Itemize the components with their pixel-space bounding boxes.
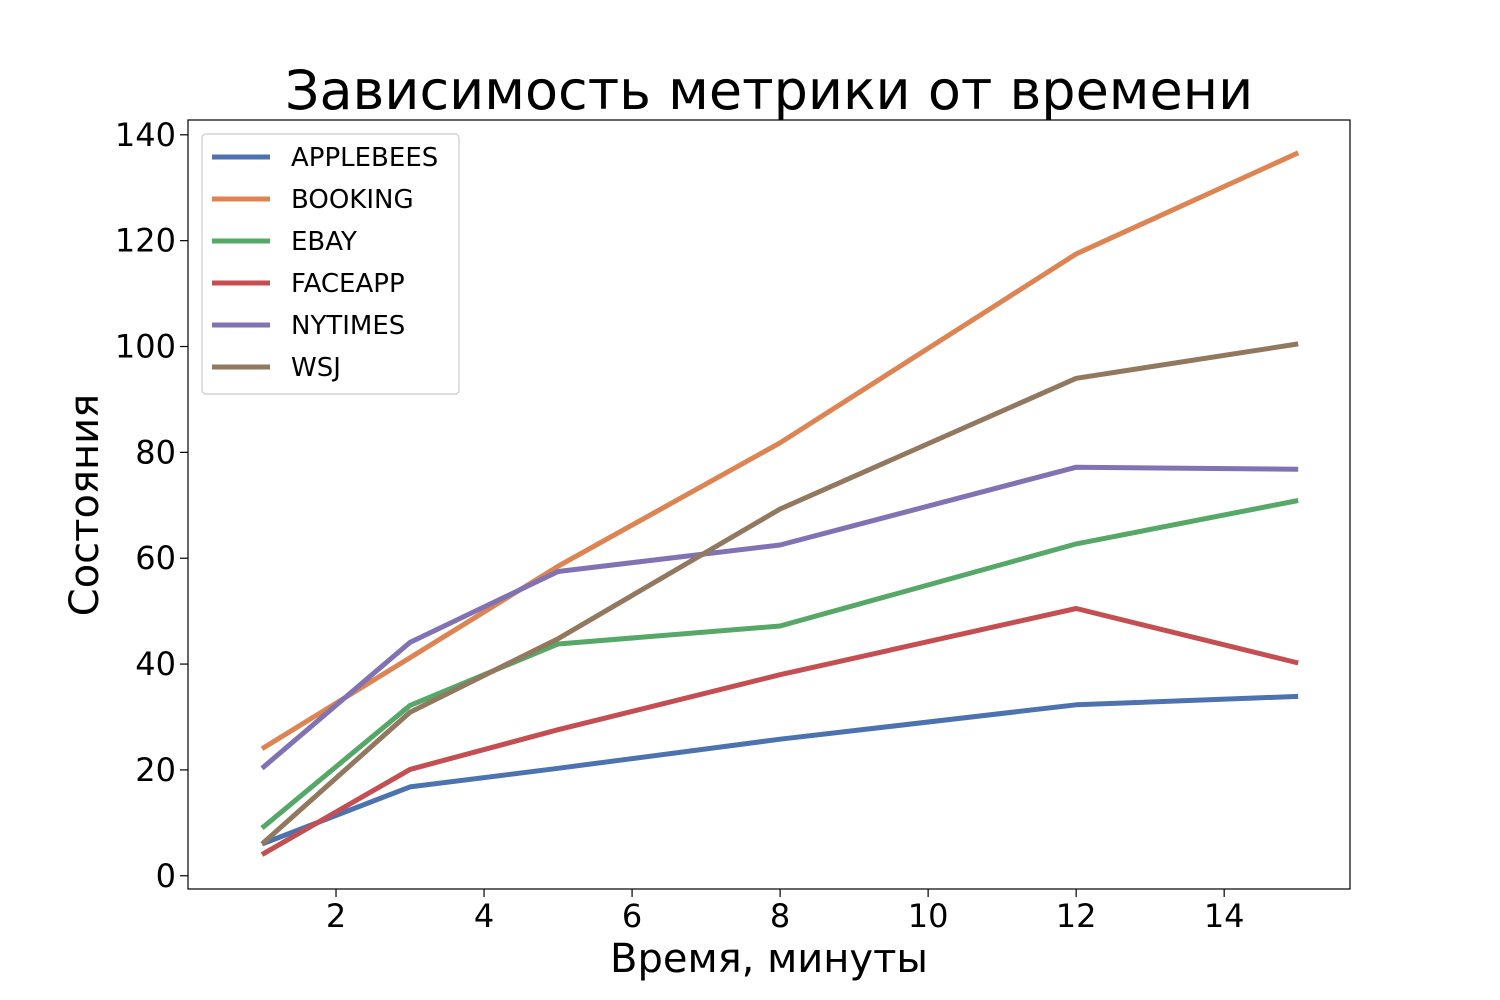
y-tick-label: 120 <box>115 222 176 260</box>
plot-area <box>187 119 1351 890</box>
x-axis-label: Время, минуты <box>610 936 928 982</box>
legend: APPLEBEES BOOKING EBAY FACEAPP NYTIMES WSJ <box>201 133 460 395</box>
x-tick-label: 2 <box>326 897 346 935</box>
y-tick-label: 0 <box>156 857 176 895</box>
series-line-ebay <box>260 498 1299 831</box>
y-tick-label: 140 <box>115 116 176 154</box>
y-axis-ticks: 0 20 40 60 80 100 120 140 <box>115 116 188 895</box>
x-tick-label: 8 <box>770 897 790 935</box>
series-line-nytimes <box>260 464 1299 771</box>
legend-label-booking: BOOKING <box>291 185 414 215</box>
y-tick-label: 60 <box>135 539 176 577</box>
legend-label-nytimes: NYTIMES <box>291 311 405 341</box>
x-tick-label: 12 <box>1056 897 1097 935</box>
plot-frame <box>187 119 1351 890</box>
chart-title: Зависимость метрики от времени <box>285 59 1253 122</box>
x-tick-label: 10 <box>908 897 949 935</box>
legend-label-applebees: APPLEBEES <box>291 143 438 173</box>
series-line-applebees <box>261 693 1299 847</box>
legend-items: APPLEBEES BOOKING EBAY FACEAPP NYTIMES WSJ <box>212 143 438 383</box>
series-lines <box>260 150 1300 857</box>
legend-label-ebay: EBAY <box>291 227 357 257</box>
series-line-faceapp <box>260 606 1299 857</box>
series-line-booking <box>260 150 1300 751</box>
legend-label-wsj: WSJ <box>291 353 341 383</box>
x-tick-label: 14 <box>1204 897 1245 935</box>
y-tick-label: 80 <box>135 433 176 471</box>
x-axis-ticks: 2 4 6 8 10 12 14 <box>326 889 1245 935</box>
x-tick-label: 4 <box>474 897 494 935</box>
y-tick-label: 20 <box>135 751 176 789</box>
series-line-wsj <box>260 341 1299 846</box>
x-tick-label: 6 <box>622 897 642 935</box>
y-tick-label: 40 <box>135 645 176 683</box>
y-tick-label: 100 <box>115 328 176 366</box>
legend-label-faceapp: FACEAPP <box>291 269 405 299</box>
y-axis-label: Состояния <box>62 394 108 616</box>
